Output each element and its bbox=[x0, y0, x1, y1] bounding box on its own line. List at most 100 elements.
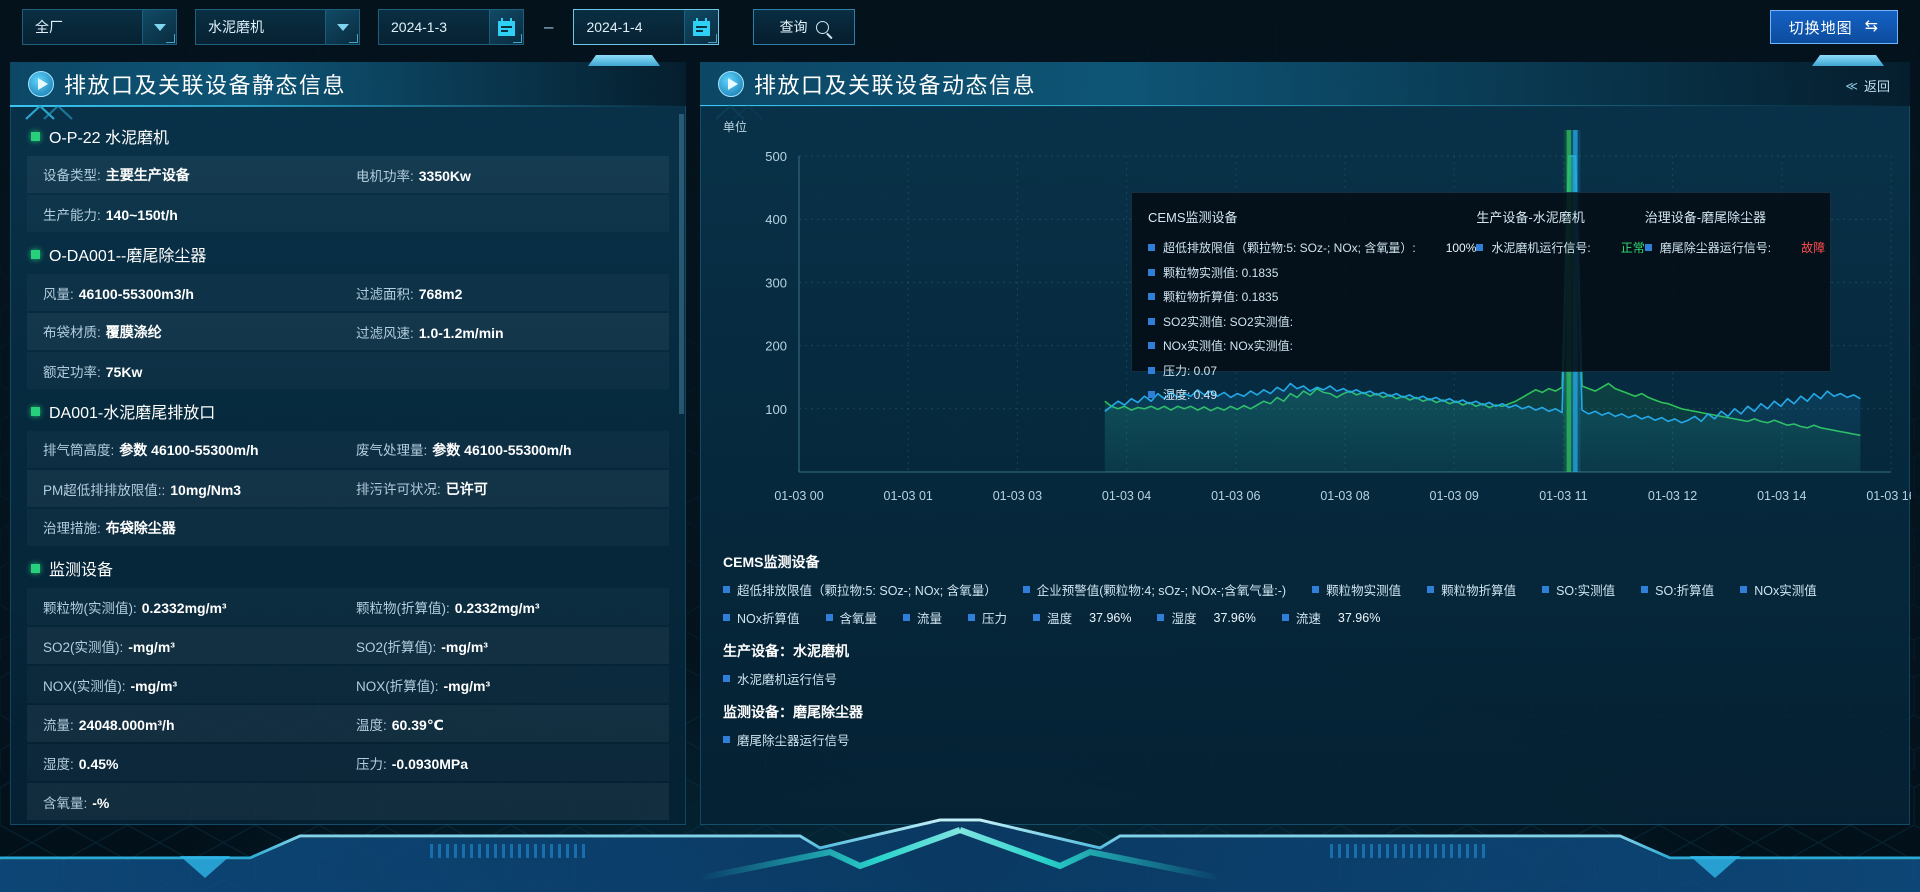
info-cell: PM超低排排放限值:: 10mg/Nm3 bbox=[43, 479, 356, 499]
calendar-icon[interactable] bbox=[684, 10, 719, 44]
tooltip-treatment-title: 治理设备-磨尾除尘器 bbox=[1644, 210, 1767, 225]
group-title-label: DA001-水泥磨尾排放口 bbox=[49, 405, 216, 422]
tooltip-line-label: 压力: 0.07 bbox=[1163, 363, 1218, 378]
info-value: 60.39℃ bbox=[391, 716, 444, 733]
group-title: 监测设备 bbox=[27, 548, 669, 588]
info-row: SO2(实测值): -mg/m³ SO2(折算值): -mg/m³ bbox=[27, 627, 669, 664]
double-chevron-left-icon: ≪ bbox=[1845, 78, 1858, 93]
legend-item[interactable]: 颗粒物实测值 bbox=[1312, 580, 1401, 599]
legend-item[interactable]: NOx实测值 bbox=[1740, 580, 1817, 599]
legend-item[interactable]: 企业预警值(颗粒物:4; sOz-; NOx-;含氧气量:-) bbox=[1022, 580, 1287, 599]
legend-marker-icon bbox=[1148, 391, 1155, 398]
start-date-input[interactable]: 2024-1-3 bbox=[378, 9, 524, 45]
info-value: 46100-55300m3/h bbox=[78, 285, 194, 302]
legend-item[interactable]: 水泥磨机运行信号 bbox=[723, 669, 837, 688]
plant-select[interactable]: 全厂 bbox=[22, 9, 177, 45]
info-cell: 排污许可状况: 已许可 bbox=[356, 478, 669, 499]
end-date-input[interactable]: 2024-1-4 bbox=[573, 9, 720, 45]
swap-icon: ⇆ bbox=[1864, 18, 1879, 35]
info-row: 排气筒高度: 参数 46100-55300m/h 废气处理量: 参数 46100-55… bbox=[27, 431, 669, 468]
info-value: 1.0-1.2m/min bbox=[418, 324, 504, 341]
switch-map-button[interactable]: 切换地图 ⇆ bbox=[1769, 10, 1898, 44]
tooltip-line-label: 湿度: 0.49 bbox=[1163, 388, 1218, 402]
static-info-list: O-P-22 水泥磨机 设备类型: 主要生产设备 电机功率: 3350Kw 生产能力: 14… bbox=[10, 106, 686, 825]
legend-item-label: SO:实测值 bbox=[1556, 584, 1616, 598]
info-row: 治理措施: 布袋除尘器 bbox=[27, 509, 669, 546]
legend-item-label: 企业预警值(颗粒物:4; sOz-; NOx-;含氧气量:-) bbox=[1036, 584, 1287, 598]
svg-text:01-03 06: 01-03 06 bbox=[1211, 489, 1260, 503]
info-key: 含氧量: bbox=[43, 795, 88, 811]
legend-item[interactable]: 含氧量 bbox=[825, 608, 877, 627]
calendar-icon[interactable] bbox=[489, 10, 523, 44]
info-value: -% bbox=[92, 794, 110, 811]
info-key: 生产能力: bbox=[43, 207, 101, 223]
search-icon bbox=[816, 20, 830, 34]
group-title-label: 监测设备 bbox=[49, 562, 114, 579]
legend-marker-icon bbox=[1312, 586, 1320, 593]
legend-item[interactable]: 流量 bbox=[903, 608, 942, 627]
device-select[interactable]: 水泥磨机 bbox=[195, 9, 360, 45]
info-key: 颗粒物(实测值): bbox=[43, 600, 137, 616]
legend-item[interactable]: 超低排放限值（颗拉物:5: SOz-; NOx; 含氧量） bbox=[723, 580, 997, 599]
info-key: 电机功率: bbox=[356, 168, 414, 184]
legend-production-title: 生产设备：水泥磨机 bbox=[723, 643, 849, 659]
legend-item[interactable]: NOx折算值 bbox=[723, 608, 800, 627]
tooltip-line: NOx实测值: NOx实测值: bbox=[1148, 337, 1476, 354]
legend-marker-icon bbox=[1148, 244, 1155, 251]
info-key: 治理措施: bbox=[43, 521, 101, 536]
tooltip-line: 湿度: 0.49 bbox=[1148, 386, 1476, 403]
static-info-panel: 排放口及关联设备静态信息 O-P-22 水泥磨机 设备类型: 主要生产设备 电机功率:… bbox=[10, 55, 686, 825]
info-cell: 额定功率: 75Kw bbox=[43, 361, 356, 381]
svg-text:300: 300 bbox=[765, 275, 787, 290]
legend-item-value: 37.96% bbox=[1337, 610, 1381, 625]
legend-item[interactable]: 压力 bbox=[968, 608, 1007, 627]
plant-select-value: 全厂 bbox=[35, 19, 63, 35]
legend-item[interactable]: 磨尾除尘器运行信号 bbox=[723, 730, 850, 749]
chevron-down-icon[interactable] bbox=[325, 10, 359, 44]
tooltip-line-value: 正常 bbox=[1620, 241, 1645, 255]
info-value: 24048.000m³/h bbox=[78, 716, 175, 733]
dynamic-info-panel-header: 排放口及关联设备动态信息 ≪ 返回 bbox=[700, 55, 1910, 120]
info-cell: 温度: 60.39℃ bbox=[356, 714, 669, 734]
chart-tooltip: CEMS监测设备 超低排放限值（颗拉物:5: SOz-; NOx; 含氧量）: 1… bbox=[1131, 192, 1831, 402]
chevron-down-icon[interactable] bbox=[142, 10, 176, 44]
info-key: 风量: bbox=[43, 286, 74, 302]
info-row: 流量: 24048.000m³/h 温度: 60.39℃ bbox=[27, 705, 669, 742]
legend-item-label: NOx折算值 bbox=[737, 612, 800, 626]
svg-text:01-03 09: 01-03 09 bbox=[1430, 489, 1479, 503]
legend-item[interactable]: 温度 37.96% bbox=[1033, 608, 1131, 627]
legend-item[interactable]: 流速 37.96% bbox=[1281, 608, 1381, 627]
info-cell: 布袋材质: 覆膜涤纶 bbox=[43, 321, 356, 342]
static-info-scrollbar[interactable] bbox=[679, 114, 684, 414]
search-button-label: 查询 bbox=[779, 19, 808, 35]
play-triangle-icon bbox=[718, 71, 744, 97]
legend-marker-icon bbox=[1476, 244, 1484, 251]
info-value: -mg/m³ bbox=[128, 638, 175, 655]
svg-text:01-03 01: 01-03 01 bbox=[884, 489, 933, 503]
legend-row-cems-1: 超低排放限值（颗拉物:5: SOz-; NOx; 含氧量） 企业预警值(颗粒物:4… bbox=[723, 580, 1899, 599]
back-button[interactable]: ≪ 返回 bbox=[1845, 76, 1890, 95]
info-value: 140~150t/h bbox=[105, 206, 178, 223]
legend-marker-icon bbox=[825, 614, 833, 621]
legend-item[interactable]: 湿度 37.96% bbox=[1157, 608, 1256, 627]
tooltip-line-value: 故障 bbox=[1801, 241, 1826, 255]
header-chevron-decoration bbox=[25, 104, 73, 120]
svg-text:01-03 12: 01-03 12 bbox=[1648, 489, 1697, 503]
svg-text:200: 200 bbox=[765, 339, 787, 354]
info-value: -mg/m³ bbox=[443, 677, 491, 694]
legend-item[interactable]: 颗粒物折算值 bbox=[1427, 580, 1516, 599]
tooltip-line-label: 磨尾除尘器运行信号: bbox=[1659, 241, 1772, 255]
status-dot-icon bbox=[31, 131, 40, 141]
search-button[interactable]: 查询 bbox=[753, 9, 856, 45]
legend-item[interactable]: SO:实测值 bbox=[1542, 580, 1615, 599]
info-cell: 排气筒高度: 参数 46100-55300m/h bbox=[43, 439, 356, 460]
end-date-value: 2024-1-4 bbox=[586, 19, 643, 35]
info-key: 流量: bbox=[43, 717, 74, 733]
info-value: 主要生产设备 bbox=[105, 167, 190, 183]
dynamic-info-body: 单位 100 200 300 400 500 01-03 00 01-03 01 01-03 … bbox=[700, 106, 1916, 825]
info-row: 布袋材质: 覆膜涤纶 过滤风速: 1.0-1.2m/min bbox=[27, 313, 669, 350]
info-value: 768m2 bbox=[418, 285, 463, 302]
info-key: SO2(实测值): bbox=[43, 639, 124, 655]
legend-item[interactable]: SO:折算值 bbox=[1641, 580, 1714, 599]
bottom-decoration bbox=[0, 818, 1920, 892]
